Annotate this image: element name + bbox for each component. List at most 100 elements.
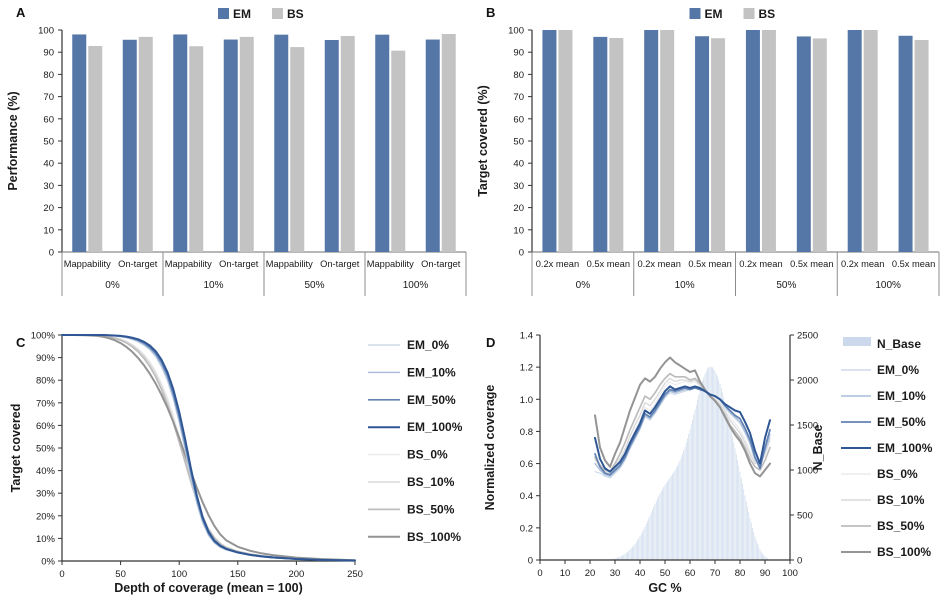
- panel-c-chart: 0% 10% 20% 30% 40% 50% 60% 70% 80% 90% 100% 0 50 100 1…: [9, 331, 463, 596]
- svg-text:BS_0%: BS_0%: [877, 467, 918, 481]
- svg-text:10: 10: [43, 225, 54, 236]
- svg-text:EM_100%: EM_100%: [407, 420, 463, 434]
- svg-text:0: 0: [528, 556, 533, 567]
- svg-text:70: 70: [710, 568, 721, 579]
- svg-text:100%: 100%: [875, 280, 901, 291]
- svg-text:Mappability: Mappability: [266, 259, 313, 269]
- svg-text:60%: 60%: [36, 421, 56, 432]
- svg-text:EM: EM: [705, 7, 723, 21]
- svg-text:0.6: 0.6: [520, 459, 533, 470]
- svg-text:0.2x mean: 0.2x mean: [536, 259, 579, 269]
- svg-text:70: 70: [43, 92, 54, 103]
- svg-text:0.2: 0.2: [520, 523, 533, 534]
- svg-text:Target covered (%): Target covered (%): [476, 85, 490, 197]
- svg-text:90: 90: [760, 568, 771, 579]
- svg-text:EM_0%: EM_0%: [407, 338, 449, 352]
- svg-text:50: 50: [115, 569, 126, 580]
- svg-text:80: 80: [43, 70, 54, 81]
- svg-text:On-target: On-target: [320, 259, 360, 269]
- svg-text:0.8: 0.8: [520, 427, 533, 438]
- panel-a-chart: 0 10 20 30 40 50 60 70 80 90 100 0% Mappability On-ta…: [6, 7, 467, 296]
- svg-text:50: 50: [43, 137, 54, 148]
- svg-text:0%: 0%: [105, 280, 120, 291]
- svg-text:1.2: 1.2: [520, 363, 533, 374]
- panel-c: C 0% 10% 20% 30% 40% 50% 60% 70% 80% 90% 100% 0 50 10…: [0, 330, 470, 609]
- svg-text:10%: 10%: [675, 280, 695, 291]
- svg-text:10: 10: [560, 568, 571, 579]
- panel-d: D 0 0.2 0.4 0.6 0.8 1.0 1.2 1.4 0 500 1000 1500 2000…: [470, 330, 943, 609]
- svg-text:Target covered: Target covered: [9, 404, 23, 493]
- svg-text:70%: 70%: [36, 398, 56, 409]
- panel-d-label: D: [486, 335, 496, 350]
- svg-text:100: 100: [171, 569, 187, 580]
- svg-text:0%: 0%: [41, 557, 55, 568]
- svg-text:Mappability: Mappability: [367, 259, 414, 269]
- svg-text:70: 70: [513, 92, 524, 103]
- svg-text:40%: 40%: [36, 466, 56, 477]
- svg-text:40: 40: [43, 159, 54, 170]
- svg-text:90%: 90%: [36, 353, 56, 364]
- svg-text:0: 0: [59, 569, 64, 580]
- svg-text:20: 20: [513, 203, 524, 214]
- svg-text:EM_10%: EM_10%: [877, 389, 926, 403]
- svg-text:EM_50%: EM_50%: [407, 393, 456, 407]
- svg-text:1500: 1500: [797, 421, 818, 432]
- svg-text:90: 90: [513, 48, 524, 59]
- svg-text:0.2x mean: 0.2x mean: [841, 259, 884, 269]
- svg-text:50: 50: [513, 137, 524, 148]
- svg-text:BS: BS: [287, 7, 304, 21]
- svg-text:N_Base: N_Base: [811, 425, 825, 471]
- svg-text:100%: 100%: [403, 280, 429, 291]
- svg-text:0.2x mean: 0.2x mean: [739, 259, 782, 269]
- svg-text:BS_50%: BS_50%: [407, 502, 455, 516]
- svg-text:EM_100%: EM_100%: [877, 441, 933, 455]
- svg-text:2500: 2500: [797, 331, 818, 342]
- svg-text:BS_100%: BS_100%: [877, 545, 931, 559]
- svg-text:60: 60: [43, 114, 54, 125]
- svg-text:0: 0: [49, 248, 54, 259]
- svg-text:60: 60: [685, 568, 696, 579]
- svg-text:On-target: On-target: [219, 259, 259, 269]
- svg-text:1.0: 1.0: [520, 395, 533, 406]
- svg-text:BS_10%: BS_10%: [407, 475, 455, 489]
- svg-text:80: 80: [513, 70, 524, 81]
- svg-text:BS_50%: BS_50%: [877, 519, 925, 533]
- svg-text:0: 0: [797, 556, 802, 567]
- svg-text:80: 80: [735, 568, 746, 579]
- svg-text:20: 20: [43, 203, 54, 214]
- svg-text:90: 90: [43, 48, 54, 59]
- svg-text:0%: 0%: [576, 280, 591, 291]
- svg-text:30: 30: [513, 181, 524, 192]
- svg-text:50: 50: [660, 568, 671, 579]
- svg-text:BS_100%: BS_100%: [407, 530, 461, 544]
- svg-text:50%: 50%: [36, 444, 56, 455]
- svg-text:50%: 50%: [776, 280, 796, 291]
- svg-text:1.4: 1.4: [520, 331, 533, 342]
- svg-text:100%: 100%: [31, 331, 56, 342]
- svg-text:0.5x mean: 0.5x mean: [587, 259, 630, 269]
- svg-text:10%: 10%: [203, 280, 223, 291]
- svg-text:30: 30: [43, 181, 54, 192]
- panel-b-label: B: [486, 5, 496, 20]
- panel-c-label: C: [16, 335, 26, 350]
- svg-text:0: 0: [537, 568, 542, 579]
- svg-text:100: 100: [38, 26, 54, 37]
- svg-text:150: 150: [230, 569, 246, 580]
- svg-text:0.2x mean: 0.2x mean: [637, 259, 680, 269]
- svg-text:BS: BS: [759, 7, 776, 21]
- svg-text:0.5x mean: 0.5x mean: [688, 259, 731, 269]
- svg-text:BS_10%: BS_10%: [877, 493, 925, 507]
- svg-text:Depth of coverage (mean = 100): Depth of coverage (mean = 100): [114, 581, 303, 595]
- svg-text:0.5x mean: 0.5x mean: [790, 259, 833, 269]
- svg-text:40: 40: [513, 159, 524, 170]
- panel-b: B 0 10 20 30 40 50 60 70 80 90 100 0% 0.2x mean 0.5x …: [470, 0, 943, 330]
- svg-text:250: 250: [347, 569, 363, 580]
- svg-text:100: 100: [508, 26, 524, 37]
- svg-text:GC %: GC %: [648, 581, 681, 595]
- svg-text:Performance (%): Performance (%): [6, 91, 20, 190]
- svg-text:EM_50%: EM_50%: [877, 415, 926, 429]
- svg-text:30%: 30%: [36, 489, 56, 500]
- svg-text:0: 0: [519, 248, 524, 259]
- svg-text:200: 200: [288, 569, 304, 580]
